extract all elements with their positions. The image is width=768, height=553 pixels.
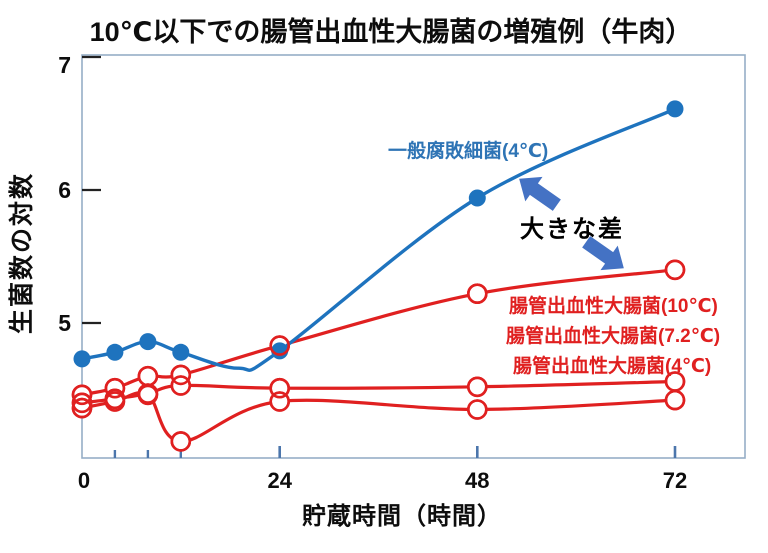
data-point-outline-ehec-7-2c xyxy=(71,392,93,414)
arrow-down-right-icon xyxy=(582,236,624,271)
data-point-spoilage-4c xyxy=(271,342,289,360)
series-label-spoilage-bacteria: 一般腐敗細菌(4℃) xyxy=(388,141,549,162)
data-point-spoilage-4c xyxy=(666,100,684,118)
data-point-outline-ehec-4c xyxy=(466,399,488,420)
x-tick-label: 24 xyxy=(267,468,292,493)
data-point-outline-ehec-4c xyxy=(104,391,126,412)
data-point-outline-ehec-10c xyxy=(71,384,93,406)
data-point-spoilage-4c xyxy=(106,343,124,361)
data-point-outline-ehec-4c xyxy=(664,389,686,411)
x-tick-label: 48 xyxy=(465,468,489,493)
y-tick-label: 5 xyxy=(58,310,71,336)
data-point-outline-ehec-10c xyxy=(466,283,488,305)
data-point-outline-ehec-7-2c xyxy=(170,375,192,396)
series-label-ehec-7-2c: 腸管出血性大腸菌(7.2℃) xyxy=(506,326,721,347)
annotation-big-difference: 大きな差 xyxy=(520,216,624,243)
series-label-ehec-4c: 腸管出血性大腸菌(4℃) xyxy=(513,356,712,377)
data-point-outline-ehec-10c xyxy=(104,377,126,399)
x-axis-title: 貯蔵時間（時間） xyxy=(302,503,502,530)
data-point-outline-ehec-4c xyxy=(71,397,93,419)
series-label-ehec-10c: 腸管出血性大腸菌(10℃) xyxy=(509,296,718,317)
chart-title: 10℃以下での腸管出血性大腸菌の増殖例（牛肉） xyxy=(89,17,693,47)
y-tick-label: 7 xyxy=(58,52,71,78)
data-point-outline-ehec-7-2c xyxy=(269,377,291,399)
y-axis-title: 生菌数の対数 xyxy=(8,172,36,335)
x-tick-label: 0 xyxy=(78,468,90,493)
data-point-spoilage-4c xyxy=(468,189,486,207)
y-tick-label: 6 xyxy=(58,177,71,203)
data-point-outline-ehec-7-2c xyxy=(466,376,488,398)
data-point-outline-ehec-10c xyxy=(269,335,291,356)
series-line-ehec-4c xyxy=(81,391,676,444)
data-point-spoilage-4c xyxy=(139,333,157,351)
series-line-spoilage-4c xyxy=(81,107,676,372)
data-point-outline-ehec-4c xyxy=(269,391,291,412)
x-tick-label: 72 xyxy=(663,468,687,493)
data-point-spoilage-4c xyxy=(73,350,91,368)
data-point-outline-ehec-10c xyxy=(170,364,192,386)
data-point-spoilage-4c xyxy=(172,343,190,361)
arrow-up-left-icon xyxy=(519,176,561,211)
data-point-outline-ehec-10c xyxy=(664,259,686,281)
data-point-outline-ehec-4c xyxy=(137,384,159,406)
plot-border xyxy=(81,54,746,459)
data-point-outline-ehec-4c xyxy=(170,431,192,452)
